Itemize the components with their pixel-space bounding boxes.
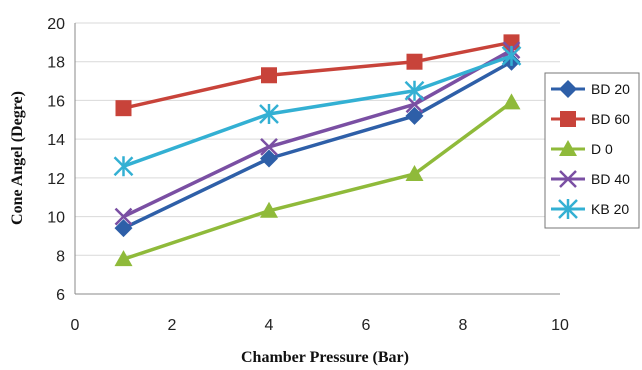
tick-labels: 6 8 10 12 14 16 18 20 0 2 4 6 8 10 [47,16,569,334]
legend-marker [559,140,577,156]
legend-marker [559,170,577,188]
data-point-d-0 [114,250,133,267]
series-d-0 [114,93,521,267]
legend-item-kb-20: KB 20 [551,199,629,219]
data-point-kb-20 [113,156,134,177]
y-tick-label: 18 [47,55,65,72]
series-bd-40 [114,41,521,226]
data-point-d-0 [260,201,278,218]
data-point-d-0 [502,93,521,110]
data-point-kb-20 [501,45,522,66]
legend-label: BD 20 [591,81,630,97]
legend-label: KB 20 [591,201,629,217]
legend-label: BD 40 [591,171,630,187]
legend-item-bd-20: BD 20 [551,80,630,98]
legend-marker [558,199,578,219]
data-point-kb-20 [259,103,279,124]
data-point-kb-20 [404,80,425,101]
legend-item-bd-60: BD 60 [551,111,630,127]
data-point-bd-20 [114,219,133,238]
series-kb-20 [113,45,522,177]
data-point-bd-60 [406,53,423,70]
legend-item-d-0: D 0 [551,140,613,157]
x-tick-label: 10 [551,317,569,334]
x-tick-label: 6 [362,317,371,334]
legend-label: D 0 [591,141,613,157]
series-line-bd-40 [122,48,513,219]
y-tick-label: 14 [47,132,65,149]
y-tick-label: 16 [47,93,65,110]
x-axis-label: Chamber Pressure (Bar) [241,349,409,366]
data-point-bd-40 [405,95,424,114]
series-line-bd-20 [122,60,513,230]
series-lines [113,34,522,267]
y-tick-label: 10 [47,210,65,227]
legend: BD 20 BD 60 D 0 BD 40 KB 20 [544,72,640,229]
x-tick-label: 0 [71,317,80,334]
data-point-bd-20 [260,149,278,168]
series-line-d-0 [122,100,513,261]
legend-marker [559,80,577,98]
series-line-kb-20 [122,54,513,168]
y-tick-label: 12 [47,171,65,188]
grid-lines [75,22,560,256]
data-point-bd-20 [405,106,424,125]
x-tick-label: 2 [168,317,177,334]
legend-item-bd-40: BD 40 [551,170,630,188]
series-line-bd-60 [123,40,512,110]
axes [74,23,560,295]
data-point-bd-40 [114,207,133,226]
legend-label: BD 60 [591,111,630,127]
legend-marker [560,111,576,127]
x-tick-label: 4 [265,317,274,334]
y-tick-label: 8 [56,248,65,265]
y-tick-label: 20 [47,16,65,33]
data-point-d-0 [405,164,424,181]
data-point-bd-60 [261,67,277,84]
data-point-bd-60 [115,100,132,117]
y-axis-label: Cone Angel (Degre) [9,91,26,225]
x-tick-label: 8 [459,317,468,334]
data-point-bd-40 [260,138,278,156]
y-tick-label: 6 [56,287,65,304]
